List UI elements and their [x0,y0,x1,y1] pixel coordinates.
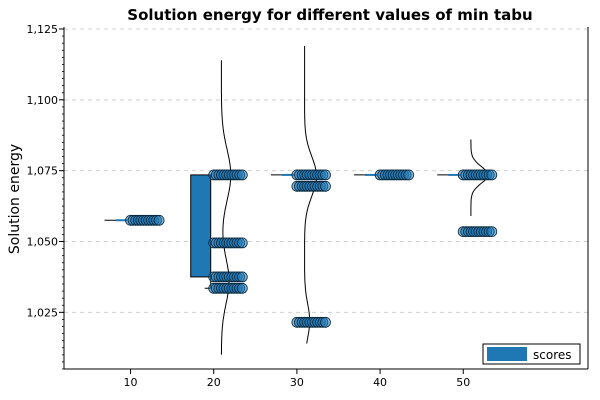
data-point [153,214,165,226]
data-point [486,226,498,238]
legend-swatch [487,347,527,361]
box [190,174,212,278]
data-point [486,169,498,181]
data-point [236,271,248,283]
y-tick-label: 1,075 [27,165,59,178]
data-point [236,169,248,181]
density-curves [220,46,489,355]
y-tick-label: 1,025 [27,306,59,319]
density-curve [304,46,318,344]
boxes [104,173,461,289]
legend: scores [482,343,581,365]
y-tick-label: 1,100 [27,94,59,107]
data-points [125,169,498,328]
axes: 1,025 1,050 1,075 1,100 1,125 10 20 30 40 50 [27,23,589,389]
legend-label: scores [533,348,572,362]
data-point [320,180,331,192]
data-point [320,169,331,181]
x-tick-label: 40 [373,376,387,389]
x-tick-label: 50 [456,376,470,389]
data-point [320,316,331,328]
x-tick-label: 20 [207,376,221,389]
density-curve [220,60,232,355]
y-axis-label: Solution energy [7,144,23,254]
y-tick-label: 1,050 [27,236,59,249]
x-tick-label: 10 [124,376,138,389]
chart-title: Solution energy for different values of … [127,6,532,24]
x-tick-label: 30 [290,376,304,389]
y-tick-label: 1,125 [27,23,59,36]
data-point [236,282,248,294]
data-point [236,237,248,249]
data-point [403,169,415,181]
